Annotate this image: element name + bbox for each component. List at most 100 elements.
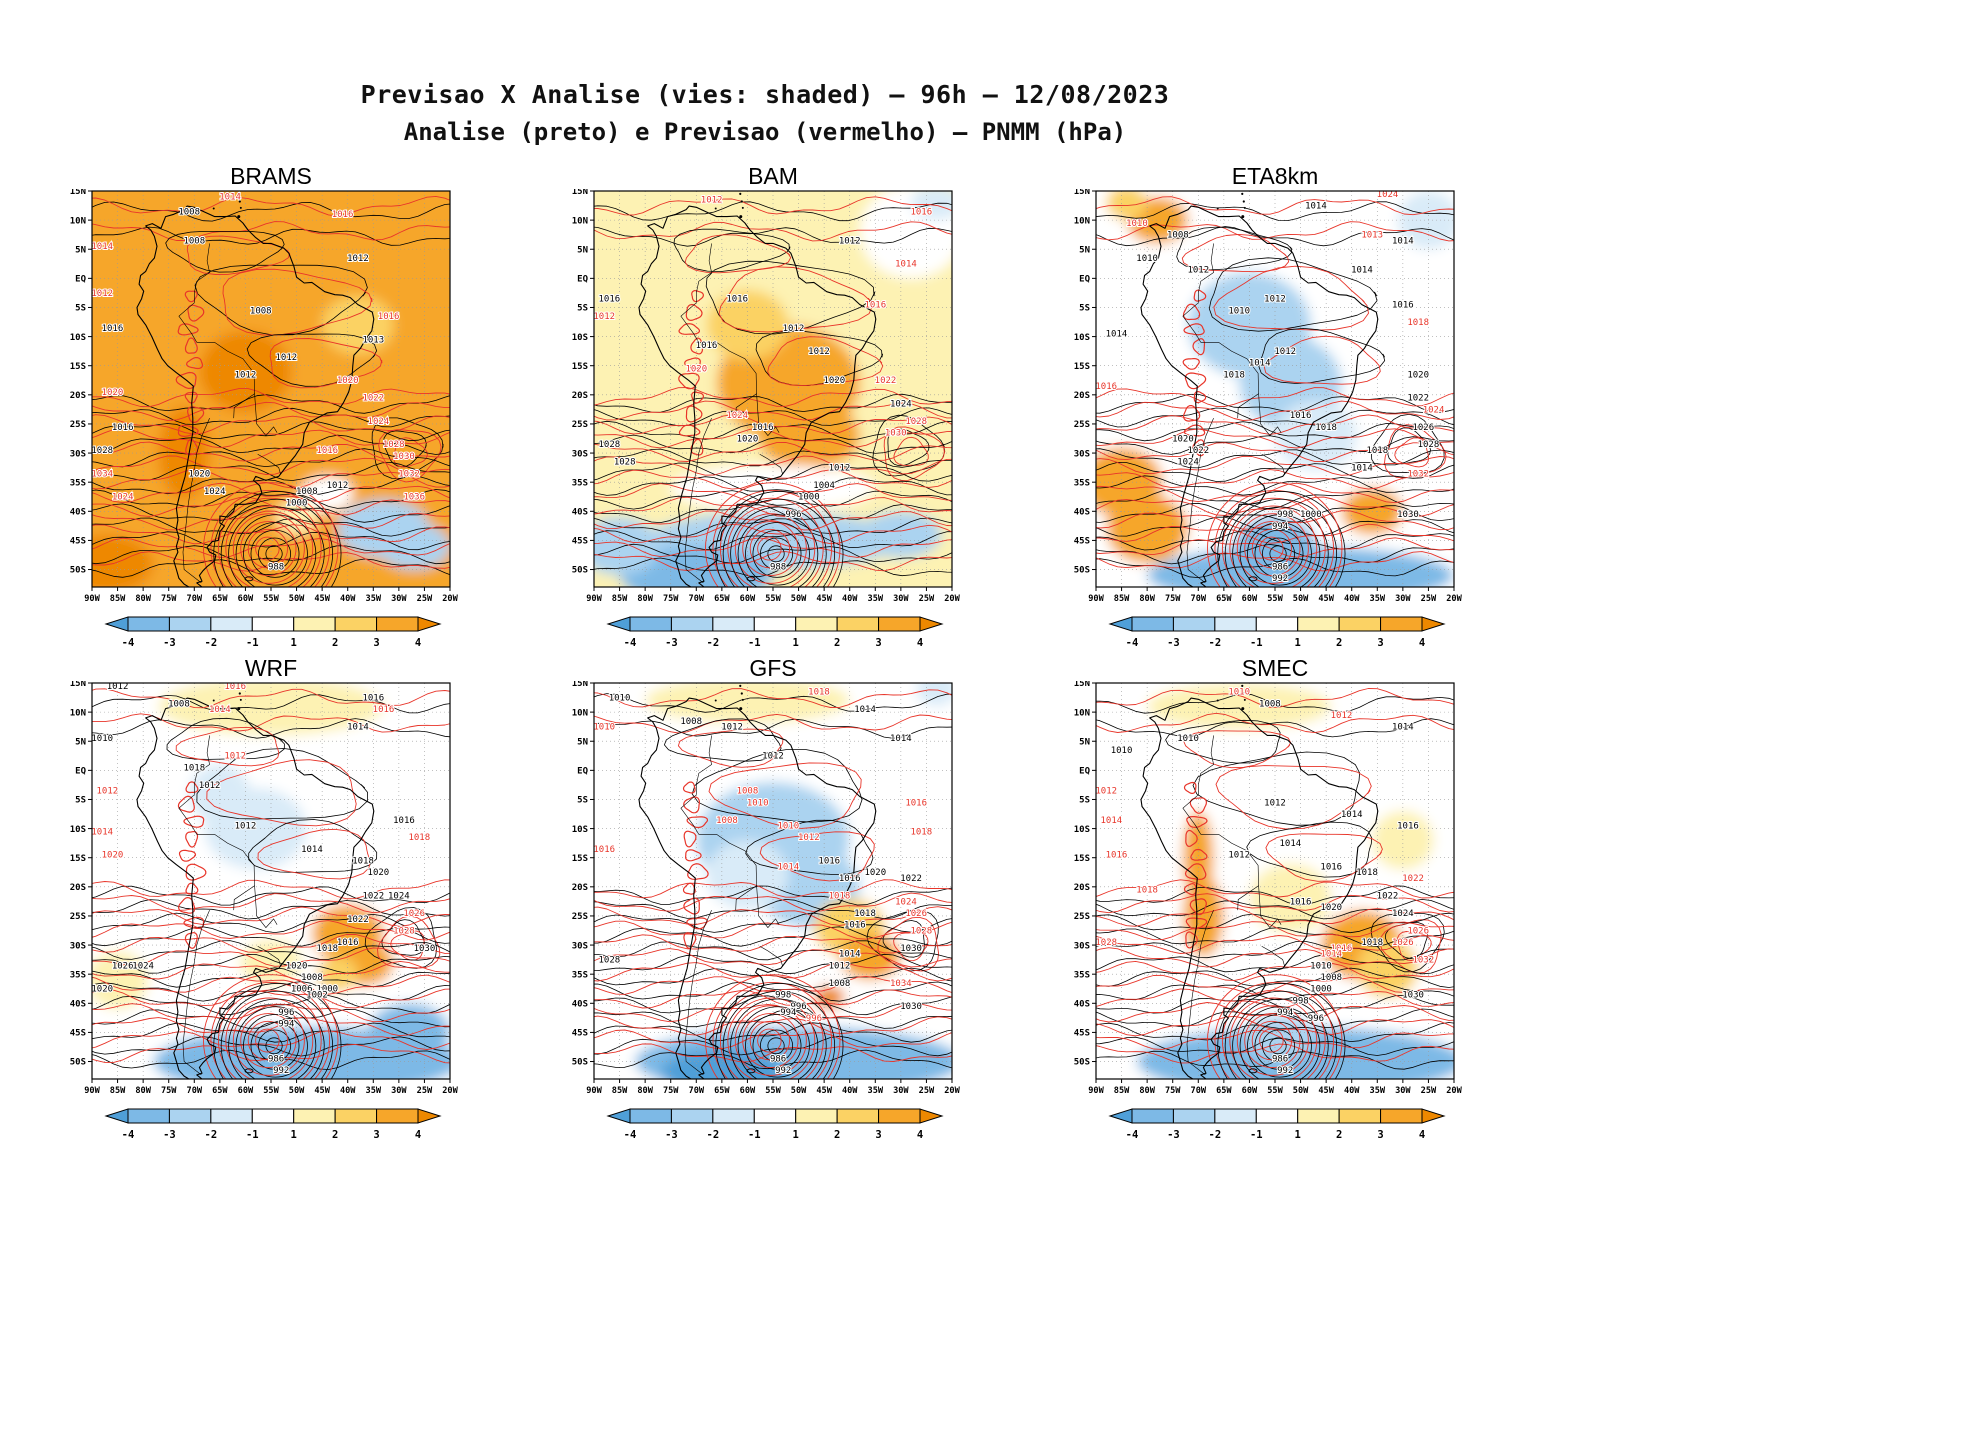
lat-tick-label: 10N — [572, 708, 588, 718]
colorbar-segment — [753, 616, 797, 632]
lon-tick-label: 65W — [714, 1086, 730, 1096]
colorbar-segment — [1338, 1108, 1382, 1124]
pressure-label: 1018 — [1407, 318, 1429, 328]
pressure-label: 1022 — [1402, 874, 1424, 884]
lon-tick-label: 55W — [765, 1086, 781, 1096]
pressure-label: 1028 — [1418, 440, 1440, 450]
lat-tick-label: 15N — [70, 189, 86, 197]
pressure-label: 1016 — [905, 798, 927, 808]
pressure-label: 1032 — [1412, 956, 1434, 966]
pressure-label: 1028 — [905, 417, 927, 427]
pressure-label: 1024 — [895, 897, 917, 907]
pressure-label: 1012 — [235, 822, 257, 832]
lon-tick-label: 55W — [263, 1086, 279, 1096]
lat-tick-label: EQ — [577, 275, 588, 285]
pressure-label: 1016 — [316, 446, 338, 456]
lon-tick-label: 45W — [1318, 594, 1334, 604]
pressure-label: 998 — [1292, 996, 1308, 1006]
pressure-label: 998 — [775, 990, 791, 1000]
colorbar-right-arrow — [919, 616, 944, 632]
lon-tick-label: 75W — [663, 594, 679, 604]
lon-tick-label: 75W — [161, 1086, 177, 1096]
pressure-label: 1018 — [183, 763, 205, 773]
colorbar-tick-label: -4 — [122, 1129, 135, 1141]
colorbar-tick-label: -4 — [624, 1129, 637, 1141]
axis-labels: 15N 10N 5N EQ 5S 10S 15S 20S 25S 30S 35S 40S 45S 50S 9… — [1074, 189, 1462, 604]
bias-shading-layer — [1096, 191, 1454, 587]
pressure-label: 1018 — [1136, 886, 1158, 896]
pressure-label: 1032 — [1407, 469, 1429, 479]
pressure-label: 1014 — [219, 193, 241, 203]
colorbar-segment — [210, 616, 253, 632]
figure-subtitle: Analise (preto) e Previsao (vermelho) — … — [403, 118, 1127, 146]
lon-tick-label: 20W — [1446, 1086, 1462, 1096]
lat-tick-label: 15S — [70, 854, 86, 864]
lon-tick-label: 25W — [1421, 594, 1437, 604]
pressure-label: 1008 — [168, 699, 190, 709]
colorbar-segment — [251, 616, 295, 632]
pressure-label: 1006 — [291, 985, 313, 995]
colorbar-segment — [629, 1108, 672, 1124]
lat-tick-label: 15N — [572, 681, 588, 689]
lat-tick-label: 5S — [577, 304, 588, 314]
model-panel-wrf: WRF 1012 1016 1008 1016 1016 1014 1010 1014 1012… — [58, 655, 560, 1147]
pressure-label: 1024 — [112, 493, 134, 503]
lat-tick-label: EQ — [75, 767, 86, 777]
pressure-label: 1016 — [839, 874, 861, 884]
pressure-label: 1012 — [1274, 347, 1296, 357]
colorbar-segment — [334, 1108, 378, 1124]
colorbar-tick-label: -1 — [1250, 1129, 1263, 1141]
lon-tick-label: 90W — [84, 594, 100, 604]
colorbar-segment — [1214, 1108, 1257, 1124]
coastline — [638, 192, 877, 587]
lon-tick-label: 35W — [366, 594, 382, 604]
colorbar-tick-label: -2 — [707, 1129, 720, 1141]
coastline — [136, 192, 375, 587]
axis-labels: 15N 10N 5N EQ 5S 10S 15S 20S 25S 30S 35S 40S 45S 50S 9… — [1074, 681, 1462, 1096]
pressure-label: 1022 — [362, 891, 384, 901]
contour-layer — [92, 195, 450, 587]
pressure-label: 1014 — [1320, 950, 1342, 960]
pressure-bias-map: 1012 1016 1012 1014 1016 1012 1016 1016 1012 1016… — [572, 189, 960, 604]
pressure-label: 1028 — [598, 956, 620, 966]
colorbar-segment — [753, 1108, 797, 1124]
lat-tick-label: 5S — [75, 796, 86, 806]
pressure-label: 986 — [1272, 1055, 1288, 1065]
pressure-label: 1028 — [91, 446, 113, 456]
lon-tick-label: 40W — [340, 1086, 356, 1096]
axis-labels: 15N 10N 5N EQ 5S 10S 15S 20S 25S 30S 35S 40S 45S 50S 9… — [70, 681, 458, 1096]
pressure-label: 1020 — [102, 851, 124, 861]
axis-labels: 15N 10N 5N EQ 5S 10S 15S 20S 25S 30S 35S 40S 45S 50S 9… — [572, 681, 960, 1096]
pressure-label: 1012 — [327, 481, 349, 491]
colorbar-segment — [836, 1108, 880, 1124]
colorbar-tick-label: -4 — [122, 637, 135, 649]
colorbar-segment — [1172, 616, 1216, 632]
lat-tick-label: 35S — [1074, 970, 1090, 980]
pressure-label: 1000 — [286, 498, 308, 508]
lon-tick-label: 85W — [110, 594, 126, 604]
panel-title: WRF — [244, 655, 298, 681]
figure-title: Previsao X Analise (vies: shaded) — 96h … — [360, 80, 1170, 109]
colorbar-left-arrow — [606, 1108, 631, 1124]
lon-tick-label: 85W — [1114, 594, 1130, 604]
lat-tick-label: 45S — [1074, 1029, 1090, 1039]
colorbar-tick-label: -3 — [665, 637, 678, 649]
pressure-label: 988 — [268, 563, 284, 573]
pressure-label: 1028 — [598, 440, 620, 450]
pressure-label: 1012 — [235, 370, 257, 380]
pressure-label: 1022 — [1407, 394, 1429, 404]
lat-tick-label: 40S — [1074, 507, 1090, 517]
pressure-label: 1034 — [890, 979, 912, 989]
pressure-label: 992 — [1277, 1066, 1293, 1076]
pressure-label: 1018 — [854, 909, 876, 919]
lat-tick-label: 30S — [1074, 449, 1090, 459]
lat-tick-label: 25S — [70, 912, 86, 922]
lat-tick-label: 5S — [75, 304, 86, 314]
pressure-label: 1018 — [910, 827, 932, 837]
lat-tick-label: 45S — [1074, 537, 1090, 547]
colorbar-tick-label: -1 — [246, 637, 259, 649]
pressure-labels: 1012 1016 1012 1014 1016 1012 1016 1016 1012 1016… — [592, 195, 933, 574]
colorbar-tick-label: 2 — [332, 1129, 338, 1141]
colorbar-tick-label: -3 — [1167, 1129, 1180, 1141]
